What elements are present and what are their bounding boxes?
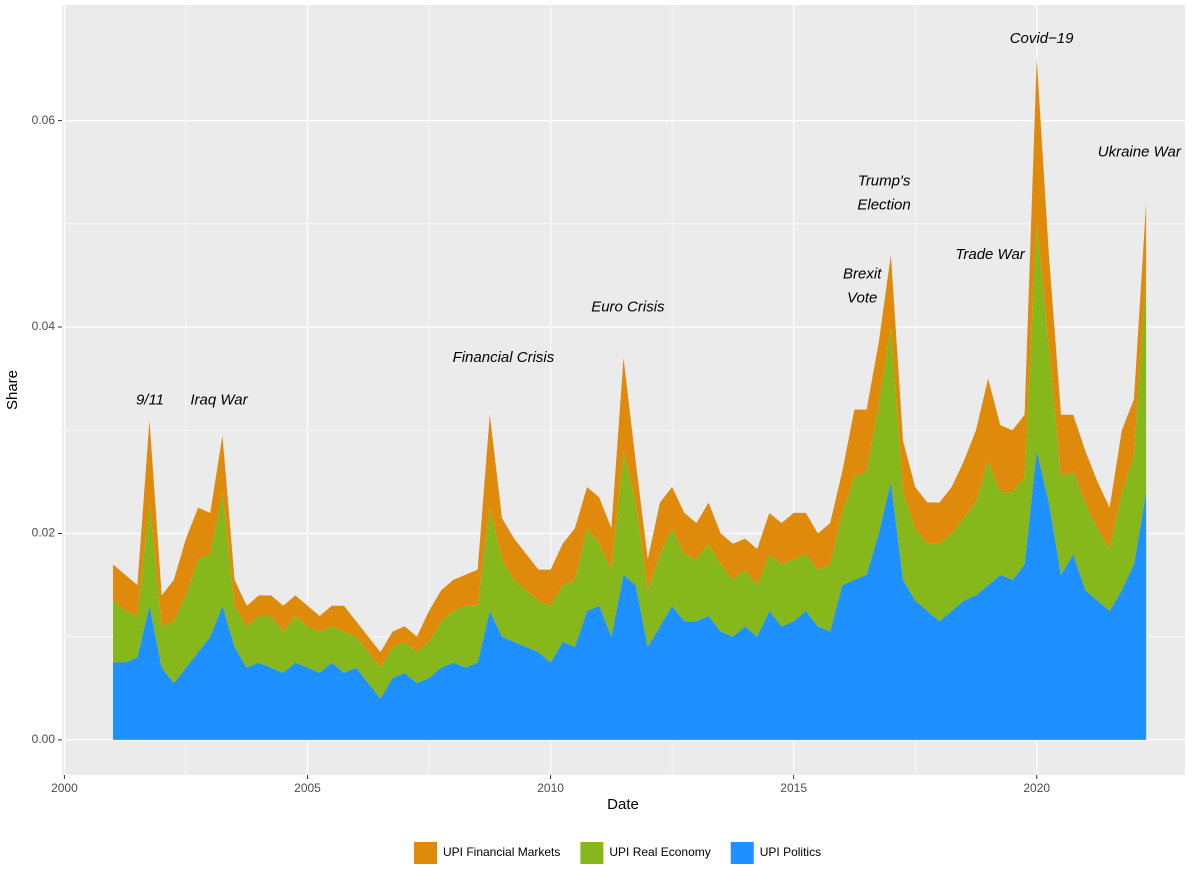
labels: 0.00 0.02 0.04 0.06 2000 2005 2010 2015 2020 9/11… — [32, 30, 1182, 864]
y-tick-label: 0.00 — [32, 732, 56, 746]
x-tick-label: 2015 — [780, 781, 807, 795]
y-tick-label: 0.04 — [32, 319, 56, 333]
y-axis-title: Share — [4, 370, 21, 410]
annotation: Vote — [847, 289, 877, 306]
y-tick-label: 0.02 — [32, 526, 56, 540]
annotation: Euro Crisis — [591, 298, 665, 315]
x-tick-label: 2000 — [51, 781, 78, 795]
legend-swatch — [414, 842, 437, 864]
legend-swatch — [580, 842, 604, 864]
legend-swatch — [730, 842, 754, 864]
x-tick-label: 2005 — [294, 781, 321, 795]
annotation: Trump's — [858, 172, 911, 189]
legend-label: UPI Financial Markets — [443, 845, 560, 859]
x-tick-label: 2020 — [1023, 781, 1050, 795]
areas — [113, 58, 1147, 740]
annotation: Iraq War — [190, 391, 248, 408]
x-tick-label: 2010 — [537, 781, 564, 795]
annotation: Financial Crisis — [453, 349, 555, 366]
area — [113, 450, 1147, 740]
annotation: Ukraine War — [1098, 144, 1182, 161]
legend-label: UPI Real Economy — [609, 845, 710, 859]
annotation: Election — [857, 196, 910, 213]
legend: UPI Financial Markets UPI Real Economy UPI… — [414, 842, 821, 864]
annotation: Covid−19 — [1010, 30, 1074, 47]
annotation: Trade War — [955, 246, 1025, 263]
legend-label: UPI Politics — [760, 845, 821, 859]
x-axis-title: Date — [607, 796, 639, 813]
annotation: 9/11 — [136, 391, 164, 408]
annotation: Brexit — [843, 265, 882, 282]
y-tick-label: 0.06 — [32, 113, 56, 127]
